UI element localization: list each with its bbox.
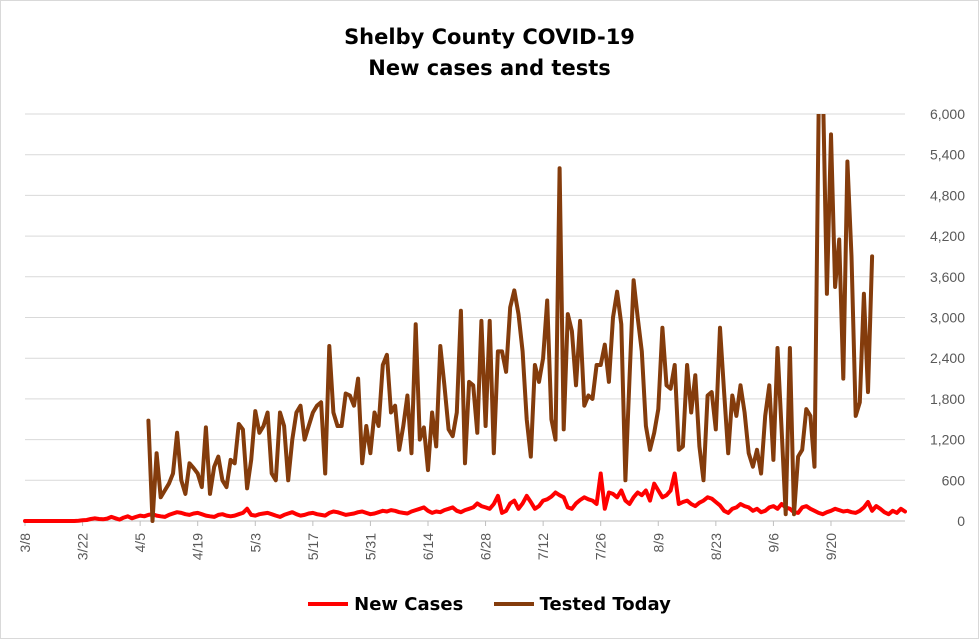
x-tick-label: 8/9 xyxy=(650,533,666,553)
y-tick-label: 1,200 xyxy=(930,432,965,448)
x-tick-label: 5/31 xyxy=(362,533,378,560)
legend-label-tested-today: Tested Today xyxy=(539,593,671,615)
y-tick-label: 3,600 xyxy=(930,269,965,285)
legend-swatch-tested-today xyxy=(493,602,534,606)
x-tick-label: 4/5 xyxy=(132,533,148,553)
chart-title-line1: Shelby County COVID-19 xyxy=(344,25,635,49)
legend-item-tested-today: Tested Today xyxy=(493,593,671,615)
legend-swatch-new-cases xyxy=(308,602,349,606)
x-tick-label: 3/22 xyxy=(75,533,91,560)
y-tick-label: 6,000 xyxy=(930,106,965,122)
legend-label-new-cases: New Cases xyxy=(354,593,464,615)
x-tick-label: 7/12 xyxy=(535,533,551,560)
x-tick-label: 3/8 xyxy=(17,533,33,553)
series-line-tested-today xyxy=(146,114,875,523)
y-tick-label: 1,800 xyxy=(930,391,965,407)
x-tick-label: 9/20 xyxy=(823,533,839,560)
x-tick-label: 4/19 xyxy=(190,533,206,560)
y-tick-label: 0 xyxy=(957,513,965,529)
x-tick-label: 6/28 xyxy=(478,533,494,560)
x-tick-label: 6/14 xyxy=(420,533,436,560)
y-tick-label: 3,000 xyxy=(930,310,965,326)
x-tick-label: 5/3 xyxy=(247,533,263,553)
chart-title-line2: New cases and tests xyxy=(368,56,611,80)
y-tick-label: 4,800 xyxy=(930,187,965,203)
y-tick-label: 600 xyxy=(942,472,966,488)
chart-title: Shelby County COVID-19 New cases and tes… xyxy=(0,22,979,84)
x-tick-label: 5/17 xyxy=(305,533,321,560)
series-line-new-cases xyxy=(23,471,907,523)
x-tick-label: 8/23 xyxy=(708,533,724,560)
x-tick-label: 9/6 xyxy=(765,533,781,553)
plot-area xyxy=(23,114,907,523)
x-tick-label: 7/26 xyxy=(593,533,609,560)
legend-item-new-cases: New Cases xyxy=(308,594,463,615)
y-tick-label: 2,400 xyxy=(930,350,965,366)
legend: New Cases Tested Today xyxy=(0,590,979,615)
y-tick-label: 4,200 xyxy=(930,228,965,244)
y-tick-label: 5,400 xyxy=(930,147,965,163)
